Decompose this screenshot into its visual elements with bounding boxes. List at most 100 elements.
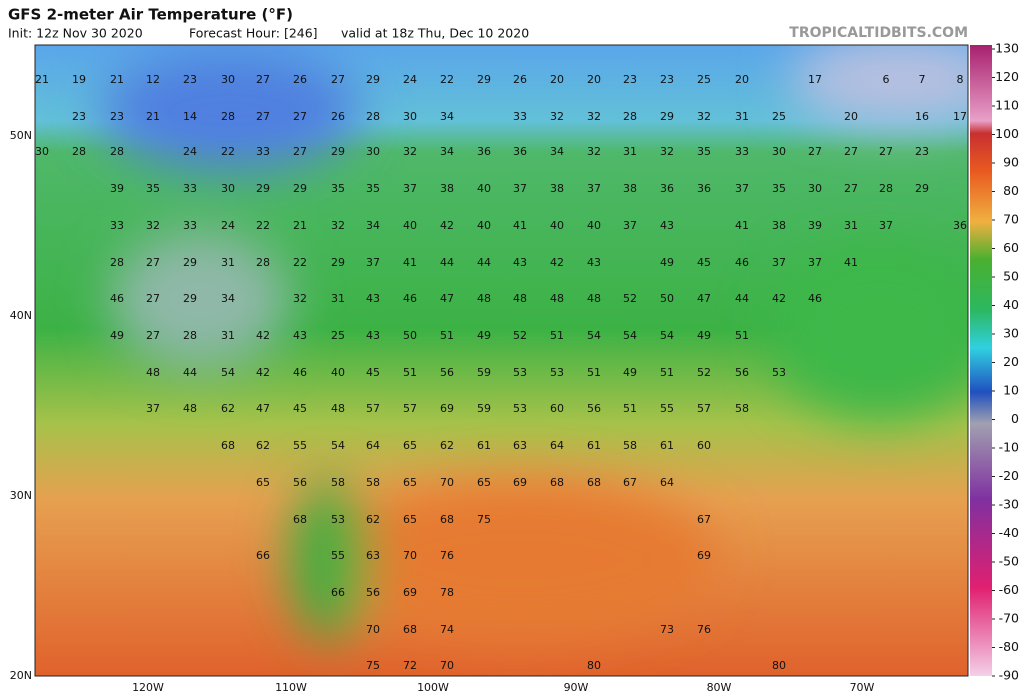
temperature-label: 49 — [477, 329, 491, 342]
temperature-label: 29 — [256, 182, 270, 195]
temperature-label: 54 — [660, 329, 674, 342]
temperature-label: 37 — [366, 256, 380, 269]
temperature-label: 12 — [146, 73, 160, 86]
temperature-label: 61 — [660, 439, 674, 452]
temperature-label: 32 — [697, 110, 711, 123]
temperature-label: 20 — [550, 73, 564, 86]
temperature-label: 35 — [772, 182, 786, 195]
colorbar-label: -30 — [999, 497, 1019, 512]
temperature-label: 24 — [403, 73, 417, 86]
temperature-label: 46 — [110, 292, 124, 305]
temperature-label: 27 — [844, 145, 858, 158]
colorbar — [970, 45, 992, 676]
temperature-label: 20 — [735, 73, 749, 86]
temperature-label: 32 — [587, 145, 601, 158]
temperature-label: 65 — [403, 439, 417, 452]
temperature-label: 22 — [221, 145, 235, 158]
temperature-label: 54 — [623, 329, 637, 342]
temperature-label: 70 — [366, 623, 380, 636]
temperature-label: 44 — [735, 292, 749, 305]
temperature-label: 34 — [440, 110, 454, 123]
temperature-label: 35 — [331, 182, 345, 195]
temperature-label: 65 — [477, 476, 491, 489]
temperature-label: 54 — [221, 366, 235, 379]
temperature-label: 31 — [735, 110, 749, 123]
temperature-label: 50 — [660, 292, 674, 305]
temperature-label: 62 — [256, 439, 270, 452]
temperature-label: 32 — [146, 219, 160, 232]
temperature-label: 50 — [403, 329, 417, 342]
temperature-label: 70 — [403, 549, 417, 562]
temperature-label: 32 — [660, 145, 674, 158]
temperature-label: 52 — [697, 366, 711, 379]
temperature-label: 34 — [221, 292, 235, 305]
temperature-label: 29 — [293, 182, 307, 195]
temperature-label: 51 — [440, 329, 454, 342]
temperature-label: 29 — [331, 145, 345, 158]
temperature-label: 56 — [366, 586, 380, 599]
temperature-label: 41 — [513, 219, 527, 232]
temperature-label: 34 — [550, 145, 564, 158]
temperature-label: 33 — [183, 219, 197, 232]
temperature-label: 27 — [146, 256, 160, 269]
temperature-label: 23 — [110, 110, 124, 123]
temperature-label: 22 — [293, 256, 307, 269]
temperature-label: 65 — [256, 476, 270, 489]
temperature-label: 58 — [366, 476, 380, 489]
temperature-label: 58 — [623, 439, 637, 452]
temperature-label: 63 — [366, 549, 380, 562]
temperature-label: 21 — [146, 110, 160, 123]
temperature-label: 56 — [440, 366, 454, 379]
temperature-label: 19 — [72, 73, 86, 86]
colorbar-label: -50 — [999, 554, 1019, 569]
temperature-label: 32 — [587, 110, 601, 123]
temperature-label: 37 — [587, 182, 601, 195]
temperature-label: 32 — [331, 219, 345, 232]
temperature-label: 43 — [660, 219, 674, 232]
temperature-label: 20 — [587, 73, 601, 86]
temperature-label: 66 — [331, 586, 345, 599]
longitude-label: 120W — [132, 681, 164, 694]
temperature-label: 28 — [623, 110, 637, 123]
temperature-label: 30 — [403, 110, 417, 123]
temperature-label: 53 — [331, 513, 345, 526]
colorbar-label: -90 — [999, 668, 1019, 683]
colorbar-label: 100 — [995, 126, 1019, 141]
temperature-label: 23 — [623, 73, 637, 86]
temperature-label: 64 — [660, 476, 674, 489]
temperature-label: 28 — [110, 256, 124, 269]
temperature-label: 74 — [440, 623, 454, 636]
temperature-label: 68 — [440, 513, 454, 526]
temperature-label: 31 — [623, 145, 637, 158]
colorbar-label: 50 — [1003, 269, 1019, 284]
temperature-label: 40 — [477, 219, 491, 232]
temperature-label: 31 — [331, 292, 345, 305]
temperature-label: 28 — [256, 256, 270, 269]
temperature-label: 38 — [550, 182, 564, 195]
temperature-label: 32 — [293, 292, 307, 305]
temperature-label: 69 — [697, 549, 711, 562]
temperature-label: 22 — [256, 219, 270, 232]
temperature-label: 42 — [440, 219, 454, 232]
colorbar-label: -10 — [999, 440, 1019, 455]
temperature-label: 38 — [623, 182, 637, 195]
temperature-label: 40 — [550, 219, 564, 232]
temperature-label: 30 — [35, 145, 49, 158]
temperature-label: 29 — [477, 73, 491, 86]
temperature-label: 26 — [513, 73, 527, 86]
temperature-label: 53 — [513, 402, 527, 415]
temperature-label: 68 — [550, 476, 564, 489]
temperature-label: 22 — [440, 73, 454, 86]
temperature-label: 37 — [146, 402, 160, 415]
colorbar-label: 110 — [995, 98, 1019, 113]
temperature-label: 67 — [623, 476, 637, 489]
colorbar-label: 0 — [1011, 411, 1019, 426]
temperature-label: 46 — [808, 292, 822, 305]
temperature-label: 56 — [587, 402, 601, 415]
temperature-label: 45 — [697, 256, 711, 269]
colorbar-label: 130 — [995, 41, 1019, 56]
temperature-label: 20 — [844, 110, 858, 123]
temperature-label: 27 — [808, 145, 822, 158]
temperature-label: 49 — [660, 256, 674, 269]
